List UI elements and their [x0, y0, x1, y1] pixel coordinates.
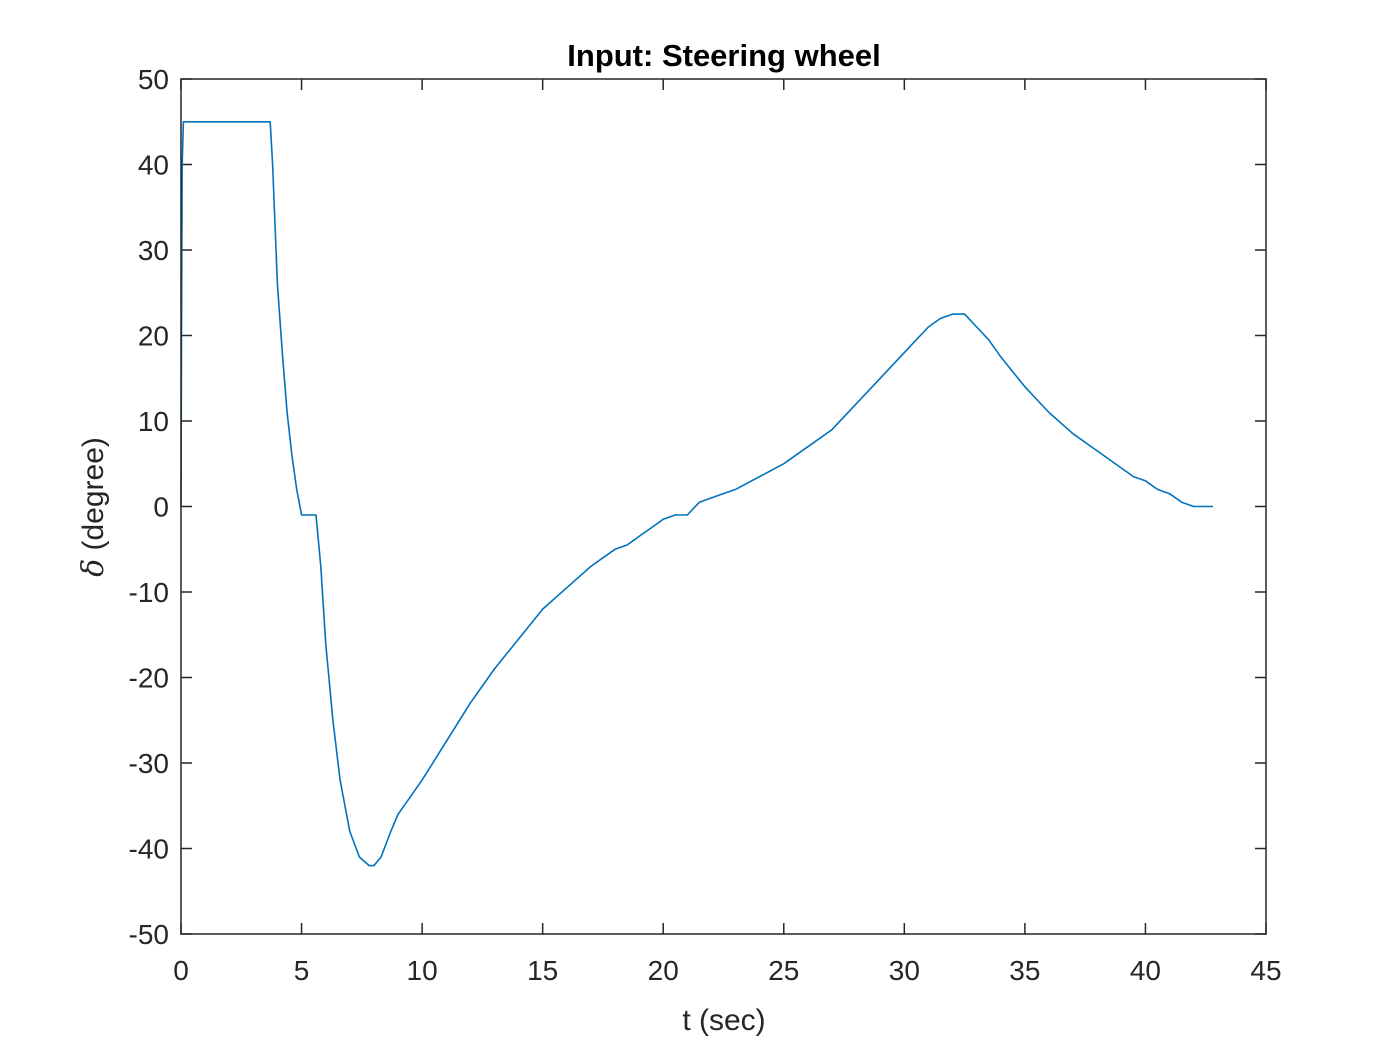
y-tick-label: 50: [138, 64, 169, 95]
y-axis-unit: (degree): [77, 437, 110, 559]
y-tick-label: 20: [138, 321, 169, 352]
x-tick-label: 35: [1009, 955, 1040, 986]
x-axis-label: t (sec): [682, 1004, 765, 1037]
series-line: [180, 121, 1213, 867]
x-tick-label: 25: [768, 955, 799, 986]
x-tick-label: 10: [407, 955, 438, 986]
y-tick-label: -20: [129, 663, 169, 694]
y-tick-label: -10: [129, 577, 169, 608]
y-tick-label: -40: [129, 834, 169, 865]
y-tick-label: -50: [129, 919, 169, 950]
x-tick-label: 0: [173, 955, 189, 986]
x-tick-label: 40: [1130, 955, 1161, 986]
y-tick-labels: -50 -40 -30 -20 -10 0 10 20 30 40 50: [129, 64, 169, 950]
y-tick-label: 40: [138, 150, 169, 181]
x-tick-label: 30: [889, 955, 920, 986]
x-ticks: [180, 79, 1267, 934]
chart-title: Input: Steering wheel: [567, 38, 880, 73]
y-tick-label: 30: [138, 235, 169, 266]
x-tick-label: 15: [527, 955, 558, 986]
y-axis-label: δ (degree): [76, 437, 111, 577]
plot-background: [181, 79, 1266, 934]
x-tick-label: 45: [1250, 955, 1281, 986]
y-axis-symbol: δ: [76, 559, 111, 577]
y-tick-label: -30: [129, 748, 169, 779]
y-tick-label: 10: [138, 406, 169, 437]
x-tick-labels: 0 5 10 15 20 25 30 35 40 45: [173, 955, 1281, 986]
plot-box: [180, 78, 1267, 935]
x-tick-label: 5: [294, 955, 310, 986]
x-tick-label: 20: [648, 955, 679, 986]
y-tick-label: 0: [153, 492, 169, 523]
